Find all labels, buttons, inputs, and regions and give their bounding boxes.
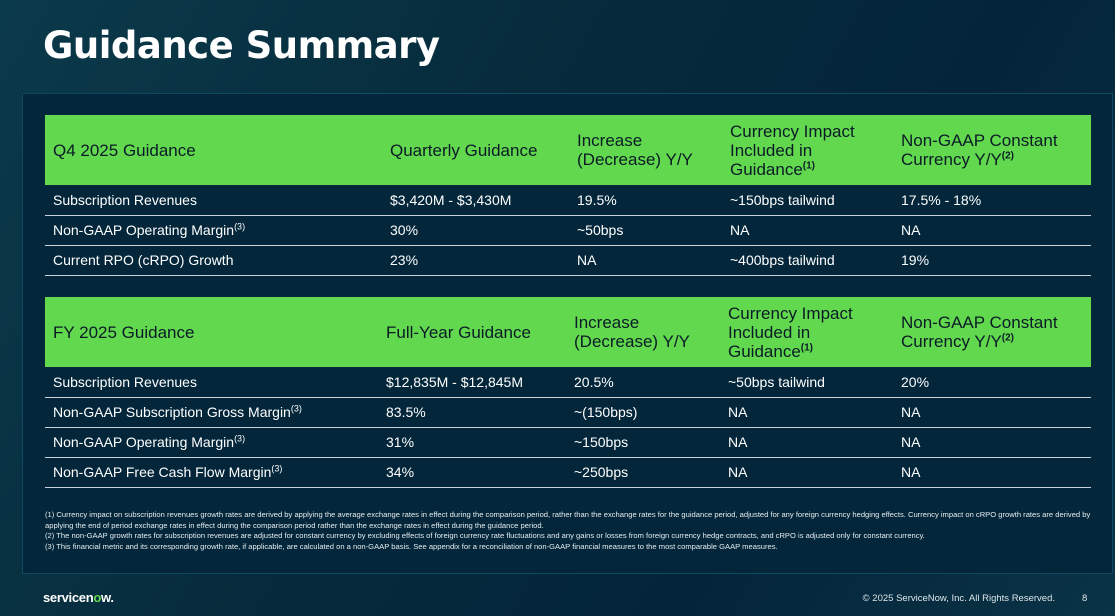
row-change: ~(150bps) — [566, 397, 720, 428]
table-row: Non-GAAP Operating Margin(3) 30% ~50bps … — [45, 215, 1091, 246]
header-constant-currency: Non-GAAP Constant Currency Y/Y(2) — [901, 313, 1058, 351]
row-currency: ~150bps tailwind — [722, 185, 893, 216]
table-row: Current RPO (cRPO) Growth 23% NA ~400bps… — [45, 245, 1091, 276]
row-label: Current RPO (cRPO) Growth — [45, 245, 382, 276]
row-guidance: 23% — [382, 245, 569, 276]
footnotes: (1) Currency impact on subscription reve… — [45, 510, 1110, 552]
table-row: Non-GAAP Free Cash Flow Margin(3) 34% ~2… — [45, 457, 1091, 488]
row-label: Non-GAAP Operating Margin(3) — [45, 215, 382, 246]
row-constant: 19% — [893, 245, 1091, 276]
row-label: Subscription Revenues — [45, 367, 378, 398]
row-constant: NA — [893, 397, 1091, 428]
page-number: 8 — [1082, 593, 1088, 604]
header-guidance: Quarterly Guidance — [390, 140, 538, 160]
table-row: Subscription Revenues $3,420M - $3,430M … — [45, 185, 1091, 216]
servicenow-logo: servicenow. — [43, 590, 114, 605]
table-header-row: FY 2025 Guidance Full-Year Guidance Incr… — [45, 297, 1091, 367]
row-guidance: 30% — [382, 215, 569, 246]
header-period: Q4 2025 Guidance — [53, 140, 196, 160]
header-period: FY 2025 Guidance — [53, 322, 195, 342]
row-change: ~50bps — [569, 215, 722, 246]
row-change: NA — [569, 245, 722, 276]
row-constant: 17.5% - 18% — [893, 185, 1091, 216]
row-label: Subscription Revenues — [45, 185, 382, 216]
row-change: ~150bps — [566, 427, 720, 458]
header-change: Increase (Decrease) Y/Y — [577, 131, 693, 169]
row-constant: 20% — [893, 367, 1091, 398]
row-guidance: $12,835M - $12,845M — [378, 367, 566, 398]
header-constant-currency: Non-GAAP Constant Currency Y/Y(2) — [901, 131, 1058, 169]
row-label: Non-GAAP Free Cash Flow Margin(3) — [45, 457, 378, 488]
header-currency-impact: Currency Impact Included in Guidance(1) — [730, 121, 855, 179]
table-row: Non-GAAP Subscription Gross Margin(3) 83… — [45, 397, 1091, 428]
row-constant: NA — [893, 457, 1091, 488]
row-label: Non-GAAP Subscription Gross Margin(3) — [45, 397, 378, 428]
row-currency: NA — [722, 215, 893, 246]
copyright-text: © 2025 ServiceNow, Inc. All Rights Reser… — [862, 593, 1055, 604]
table-header-row: Q4 2025 Guidance Quarterly Guidance Incr… — [45, 115, 1091, 185]
row-currency: NA — [720, 397, 893, 428]
row-change: 20.5% — [566, 367, 720, 398]
q4-guidance-table: Q4 2025 Guidance Quarterly Guidance Incr… — [45, 115, 1091, 276]
row-guidance: 83.5% — [378, 397, 566, 428]
table-row: Subscription Revenues $12,835M - $12,845… — [45, 367, 1091, 398]
row-currency: NA — [720, 457, 893, 488]
row-change: ~250bps — [566, 457, 720, 488]
fy-guidance-table: FY 2025 Guidance Full-Year Guidance Incr… — [45, 297, 1091, 488]
header-currency-impact: Currency Impact Included in Guidance(1) — [728, 303, 853, 361]
row-label: Non-GAAP Operating Margin(3) — [45, 427, 378, 458]
row-change: 19.5% — [569, 185, 722, 216]
row-currency: ~50bps tailwind — [720, 367, 893, 398]
table-row: Non-GAAP Operating Margin(3) 31% ~150bps… — [45, 427, 1091, 458]
content-panel — [22, 93, 1113, 574]
row-constant: NA — [893, 215, 1091, 246]
row-constant: NA — [893, 427, 1091, 458]
footnote-2: (2) The non-GAAP growth rates for subscr… — [45, 531, 925, 541]
row-currency: NA — [720, 427, 893, 458]
footnote-3: (3) This financial metric and its corres… — [45, 541, 778, 551]
row-guidance: 31% — [378, 427, 566, 458]
row-guidance: 34% — [378, 457, 566, 488]
row-guidance: $3,420M - $3,430M — [382, 185, 569, 216]
header-guidance: Full-Year Guidance — [386, 322, 531, 342]
header-change: Increase (Decrease) Y/Y — [574, 313, 690, 351]
row-currency: ~400bps tailwind — [722, 245, 893, 276]
slide-title: Guidance Summary — [43, 24, 440, 67]
footnote-1: (1) Currency impact on subscription reve… — [45, 510, 1091, 530]
